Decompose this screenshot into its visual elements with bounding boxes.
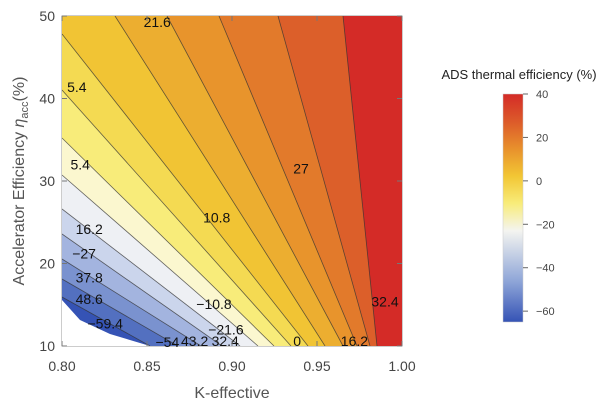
x-tick-label-2: 0.90	[218, 358, 245, 374]
contour-label-5: 16.2	[76, 221, 103, 237]
contour-label-9: 32.4	[371, 293, 398, 309]
colorbar-ticks: 40 20 0 −20 −40 −60	[523, 89, 555, 318]
undefined-region	[62, 300, 150, 346]
colorbar-tick-label-4: −40	[536, 263, 555, 275]
y-axis-ticks: 10 20 30 40 50	[39, 8, 402, 354]
contour-label-15: 32.4	[212, 333, 239, 349]
y-tick-label-3: 40	[39, 91, 55, 107]
x-tick-label-3: 0.95	[303, 358, 330, 374]
y-tick-label-2: 30	[39, 173, 55, 189]
contour-label-2: 5.4	[71, 157, 91, 173]
contour-line-13	[277, 16, 371, 346]
contour-line-5	[62, 208, 241, 346]
x-axis-label: K-effective	[194, 385, 269, 402]
contour-label-16: 0	[293, 333, 301, 349]
contour-line-11	[166, 16, 344, 346]
contour-line-2	[62, 278, 179, 346]
contour-label-12: −21.6	[208, 322, 244, 338]
contour-line-1	[62, 296, 151, 346]
contour-lines	[62, 16, 378, 346]
colorbar-title: ADS thermal efficiency (%)	[441, 67, 596, 82]
x-tick-label-0: 0.80	[48, 358, 75, 374]
contour-line-3	[62, 258, 202, 346]
colorbar-tick-label-5: −60	[536, 306, 555, 318]
contour-label-17: 16.2	[341, 333, 368, 349]
y-tick-label-0: 10	[39, 338, 55, 354]
contour-line-6	[62, 174, 259, 346]
contour-label-14: 43.2	[181, 333, 208, 349]
y-tick-label-4: 50	[39, 8, 55, 24]
contour-bands	[62, 16, 402, 346]
x-tick-label-1: 0.85	[133, 358, 160, 374]
contour-label-0: 21.6	[144, 14, 171, 30]
contour-label-10: −10.8	[196, 296, 232, 312]
y-axis-label: Accelerator Efficiency ηacc(%)	[11, 77, 31, 286]
contour-line-8	[62, 89, 292, 346]
colorbar-tick-label-2: 0	[536, 176, 542, 188]
contour-label-13: −54	[156, 334, 180, 350]
contour-labels: 21.6 5.4 5.4 27 10.8 16.2 −27 37.8 48.6 32.4 −10.8…	[67, 14, 399, 350]
y-tick-label-1: 20	[39, 256, 55, 272]
contour-line-14	[342, 16, 378, 346]
contour-label-6: −27	[72, 246, 96, 262]
contour-label-1: 5.4	[67, 79, 87, 95]
contour-line-12	[218, 16, 358, 346]
contour-band-14	[343, 16, 402, 346]
contour-label-7: 37.8	[76, 270, 103, 286]
colorbar-tick-label-3: −20	[536, 219, 555, 231]
contour-line-4	[62, 233, 223, 346]
contour-line-7	[62, 137, 275, 346]
x-axis-ticks: 0.80 0.85 0.90 0.95 1.00	[48, 16, 416, 374]
contour-label-8: 48.6	[76, 291, 103, 307]
x-tick-label-4: 1.00	[388, 358, 415, 374]
contour-label-3: 27	[293, 161, 309, 177]
contour-line-10	[114, 16, 326, 346]
contour-label-4: 10.8	[203, 209, 230, 225]
colorbar	[502, 93, 524, 323]
contour-line-9	[62, 33, 309, 346]
contour-label-11: −59.4	[88, 316, 124, 332]
colorbar-tick-label-0: 40	[536, 89, 548, 101]
colorbar-tick-label-1: 20	[536, 132, 548, 144]
